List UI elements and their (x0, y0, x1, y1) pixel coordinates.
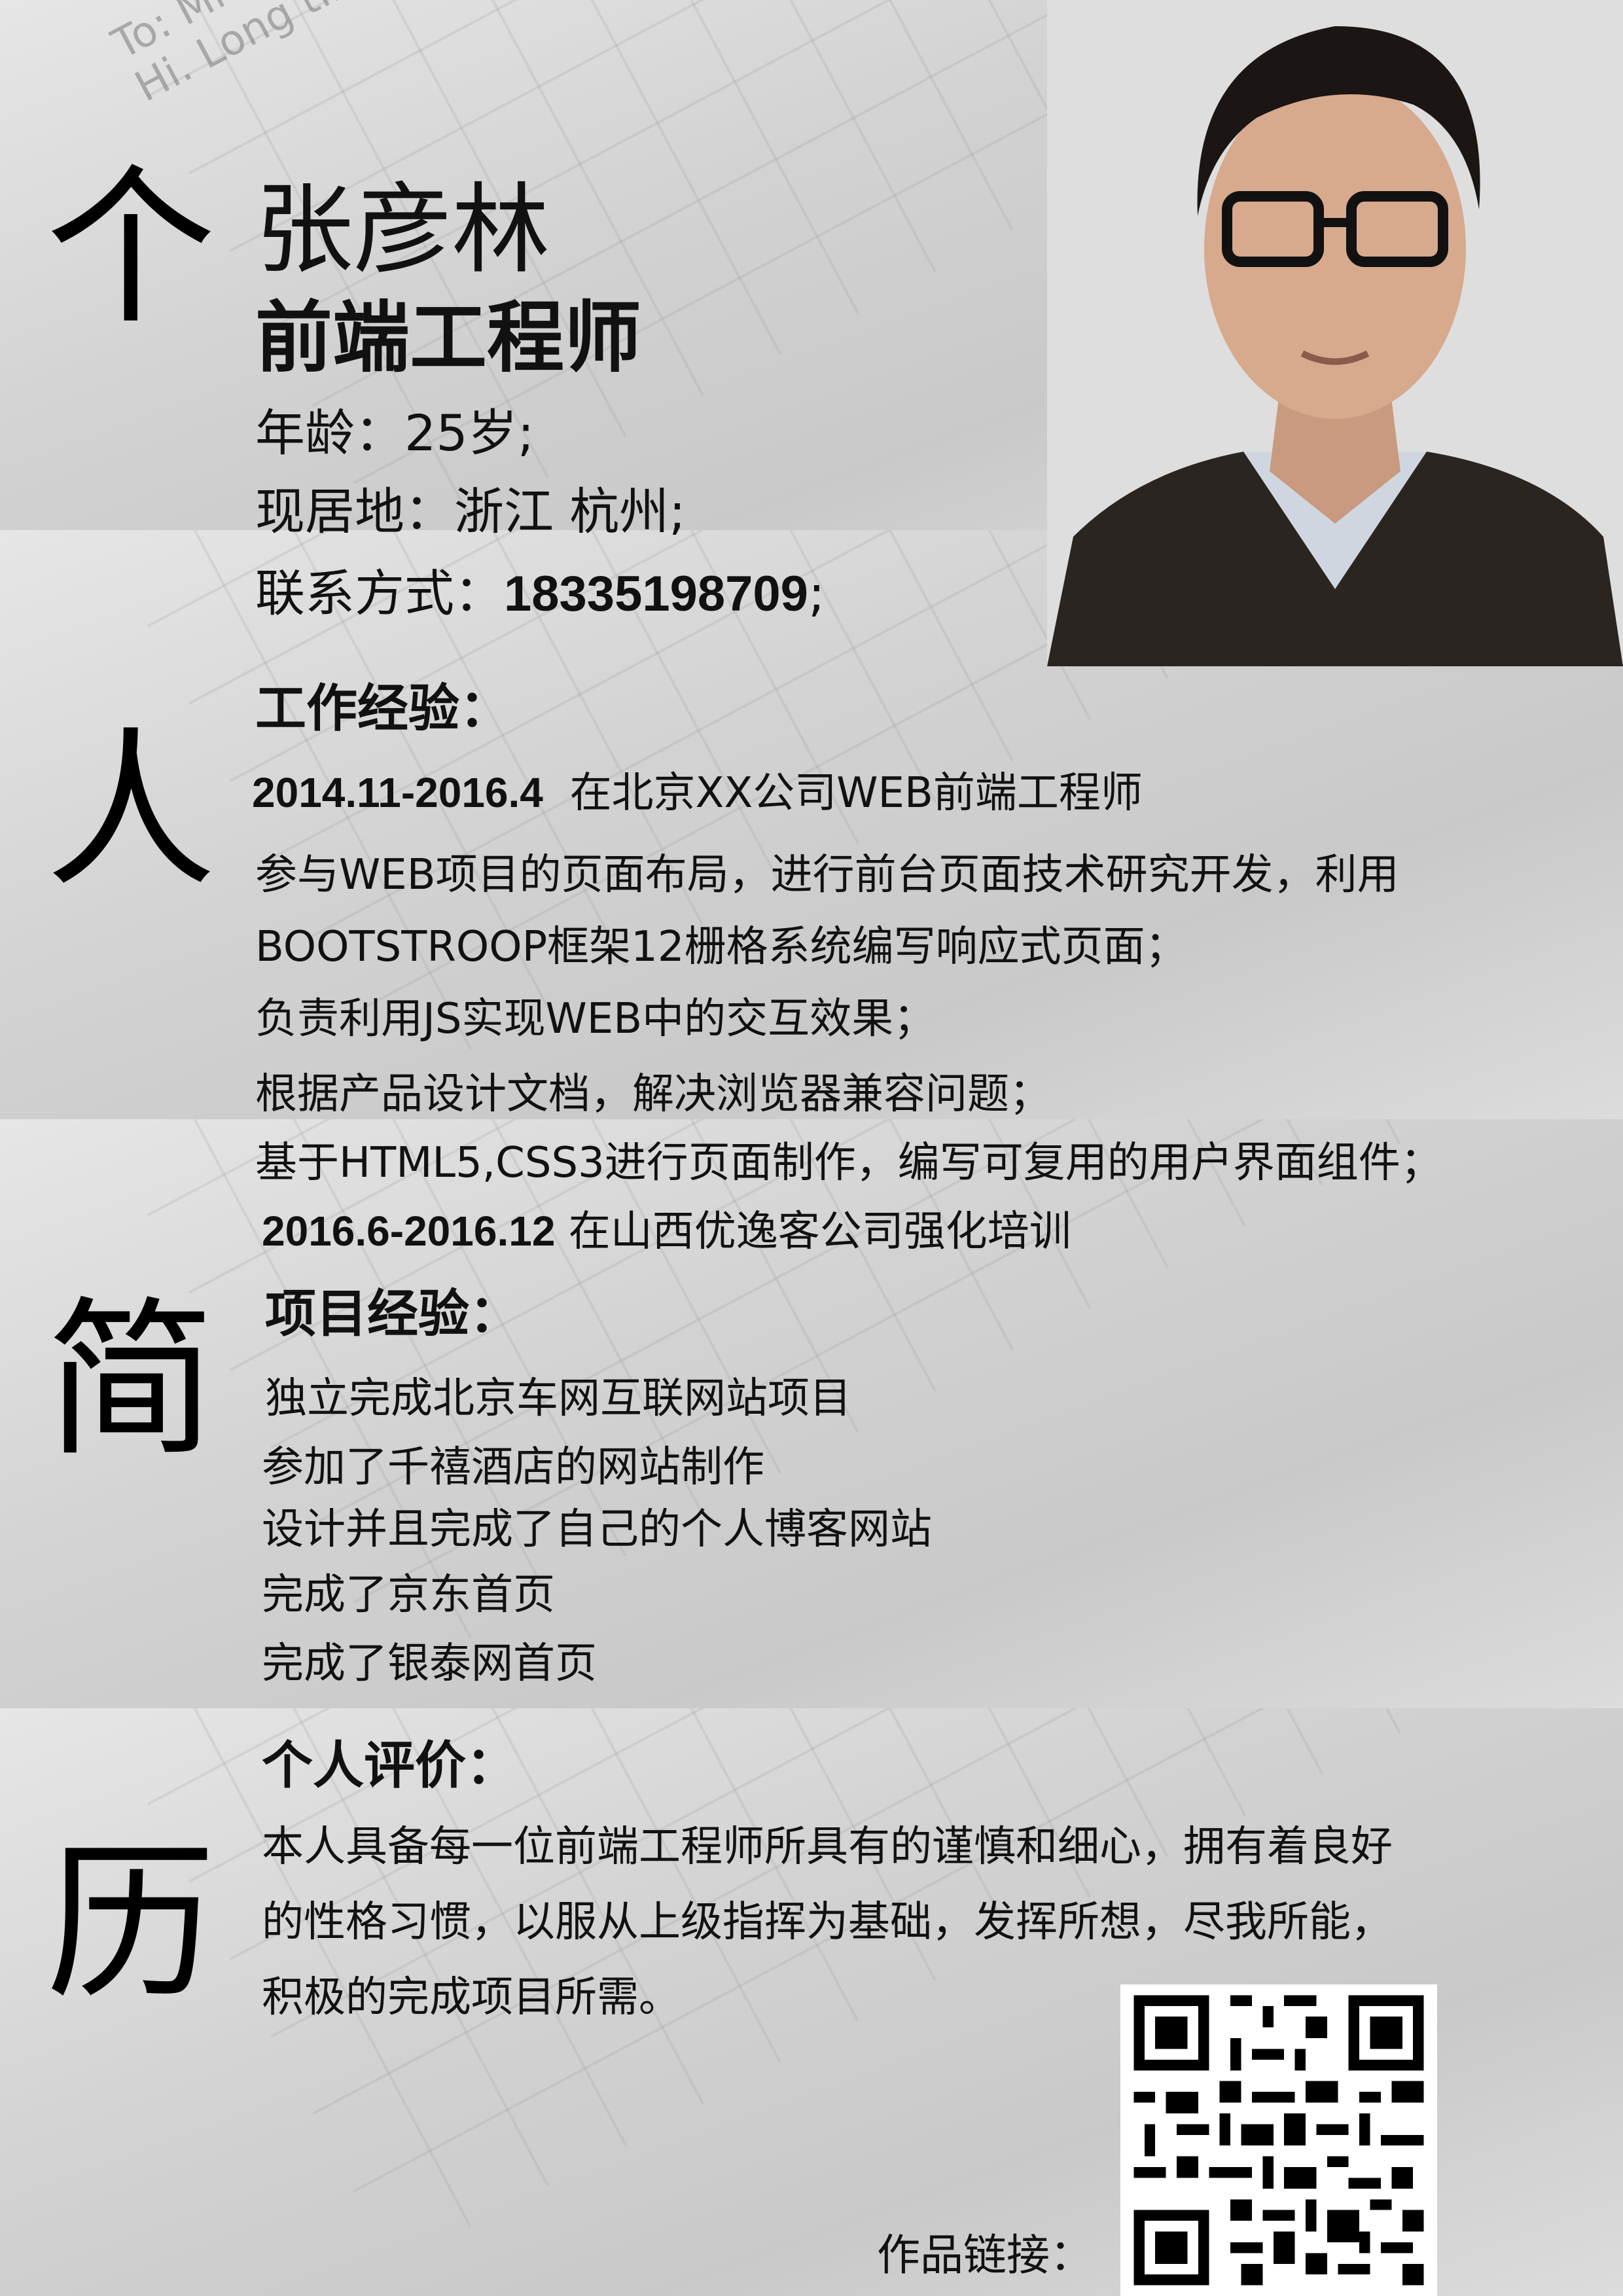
title-char-3: 简 (46, 1282, 216, 1480)
projects-heading: 项目经验： (265, 1285, 521, 1344)
age-value: 25岁; (404, 404, 535, 462)
project-item-5: 完成了银泰网首页 (262, 1640, 597, 1688)
contact-suffix: ; (808, 564, 825, 622)
background-band-3 (0, 1119, 1623, 1708)
job-title: 前端工程师 (255, 293, 642, 383)
job1-row: 2014.11-2016.4 在北京XX公司WEB前端工程师 (252, 759, 1143, 819)
qr-code[interactable] (1120, 1984, 1437, 2296)
project-item-3: 设计并且完成了自己的个人博客网站 (262, 1505, 932, 1554)
title-char-1: 个 (46, 150, 216, 348)
works-link-label: 作品链接： (877, 2230, 1093, 2280)
title-char-2: 人 (46, 713, 216, 910)
evaluation-line-1: 本人具备每一位前端工程师所具有的谨慎和细心，拥有着良好 (262, 1823, 1393, 1871)
project-item-1: 独立完成北京车网互联网站项目 (265, 1374, 851, 1423)
contact-label: 联系方式： (255, 564, 504, 622)
age-row: 年龄：25岁; (255, 393, 534, 465)
location-row: 现居地：浙江 杭州; (255, 471, 686, 543)
evaluation-heading: 个人评价： (262, 1736, 518, 1795)
work-line-4: 根据产品设计文档，解决浏览器兼容问题； (255, 1070, 1051, 1119)
age-label: 年龄： (255, 404, 404, 462)
location-label: 现居地： (255, 482, 454, 541)
work-line-1: 参与WEB项目的页面布局，进行前台页面技术研究开发，利用 (255, 851, 1399, 899)
location-value: 浙江 杭州; (454, 482, 686, 541)
job2-desc: 在山西优逸客公司强化培训 (568, 1208, 1071, 1256)
title-char-4: 历 (46, 1825, 216, 2023)
job2-period: 2016.6-2016.12 (262, 1208, 556, 1255)
job2-row: 2016.6-2016.12 在山西优逸客公司强化培训 (262, 1198, 1071, 1258)
evaluation-line-2: 的性格习惯，以服从上级指挥为基础，发挥所想，尽我所能， (262, 1898, 1393, 1946)
person-name: 张彦林 (255, 173, 550, 287)
evaluation-line-3: 积极的完成项目所需。 (262, 1973, 681, 2022)
work-line-5: 基于HTML5,CSS3进行页面制作，编写可复用的用户界面组件； (255, 1139, 1442, 1187)
contact-row: 联系方式：18335198709; (255, 553, 825, 625)
job1-period: 2014.11-2016.4 (252, 769, 543, 816)
project-item-4: 完成了京东首页 (262, 1571, 555, 1619)
work-heading: 工作经验： (255, 679, 511, 738)
job1-desc: 在北京XX公司WEB前端工程师 (569, 769, 1143, 817)
work-line-2: BOOTSTROOP框架12栅格系统编写响应式页面； (255, 923, 1187, 971)
contact-value: 18335198709 (504, 566, 808, 622)
project-item-2: 参加了千禧酒店的网站制作 (262, 1443, 764, 1492)
portrait-photo (1047, 0, 1623, 666)
work-line-3: 负责利用JS实现WEB中的交互效果； (255, 995, 936, 1043)
